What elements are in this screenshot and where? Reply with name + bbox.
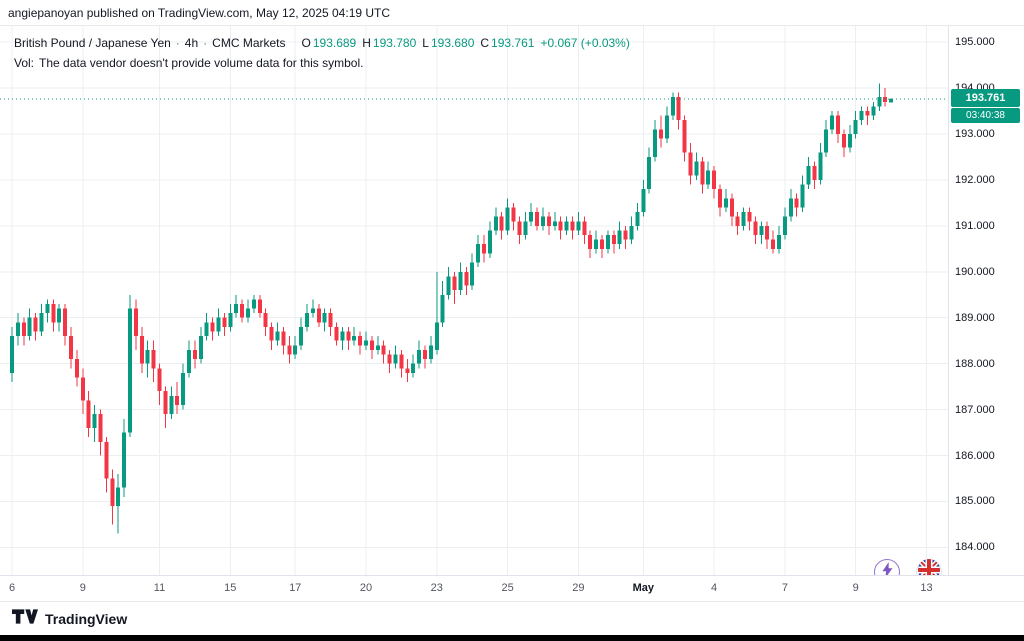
time-label: 25 bbox=[501, 582, 514, 594]
price-label: 188.000 bbox=[955, 357, 995, 370]
time-label: May bbox=[632, 582, 654, 594]
time-label: 9 bbox=[852, 582, 859, 594]
attribution-text: angiepanoyan published on TradingView.co… bbox=[8, 5, 391, 20]
time-label: 11 bbox=[153, 582, 166, 594]
price-label: 184.000 bbox=[955, 541, 995, 554]
footer-bar: TradingView bbox=[0, 601, 1024, 635]
time-label: 9 bbox=[79, 582, 86, 594]
time-label: 15 bbox=[224, 582, 237, 594]
price-label: 189.000 bbox=[955, 311, 995, 324]
close-value: 193.761 bbox=[491, 36, 535, 50]
plot-pane[interactable]: British Pound / Japanese Yen · 4h · CMC Mark… bbox=[0, 26, 948, 585]
change-value: +0.067 (+0.03%) bbox=[540, 36, 630, 50]
candlestick-plot[interactable] bbox=[0, 26, 948, 575]
volume-error-message: The data vendor doesn't provide volume d… bbox=[39, 56, 364, 70]
time-label: 6 bbox=[8, 582, 16, 594]
high-value: 193.780 bbox=[372, 36, 417, 50]
volume-indicator-label[interactable]: Vol: bbox=[14, 56, 35, 70]
time-label: 20 bbox=[359, 582, 373, 594]
close-label: C bbox=[480, 36, 490, 50]
tradingview-logo-icon[interactable] bbox=[12, 608, 38, 629]
attribution-bar: angiepanoyan published on TradingView.co… bbox=[0, 0, 1024, 26]
chart-area: British Pound / Japanese Yen · 4h · CMC Mark… bbox=[0, 26, 1024, 585]
time-label: 29 bbox=[572, 582, 585, 594]
symbol-title[interactable]: British Pound / Japanese Yen bbox=[14, 36, 171, 50]
time-label: 23 bbox=[430, 582, 443, 594]
time-label: 7 bbox=[781, 582, 788, 594]
price-scale[interactable]: 193.761 03:40:38 195.000194.000193.00019… bbox=[948, 26, 1024, 575]
time-label: 4 bbox=[711, 582, 718, 594]
price-label: 193.000 bbox=[955, 127, 995, 140]
time-label: 13 bbox=[920, 582, 933, 594]
separator-dot: · bbox=[175, 36, 180, 50]
ohlc-readout: O 193.689 H 193.780 L 193.680 C 193.761 +0.067 (… bbox=[296, 36, 630, 50]
open-label: O bbox=[301, 36, 311, 50]
tradingview-brand[interactable]: TradingView bbox=[45, 610, 128, 627]
chart-legend: British Pound / Japanese Yen · 4h · CMC Mark… bbox=[14, 34, 630, 72]
price-label: 186.000 bbox=[955, 449, 995, 462]
price-label: 187.000 bbox=[955, 403, 995, 416]
separator-dot: · bbox=[203, 36, 208, 50]
price-label: 191.000 bbox=[955, 219, 995, 232]
last-price-badge: 193.761 bbox=[951, 89, 1020, 107]
open-value: 193.689 bbox=[312, 36, 357, 50]
price-label: 192.000 bbox=[955, 173, 995, 186]
time-label: 17 bbox=[289, 582, 302, 594]
volume-indicator-row: Vol: The data vendor doesn't provide volu… bbox=[14, 54, 630, 72]
low-label: L bbox=[422, 36, 429, 50]
interval-label[interactable]: 4h bbox=[184, 36, 199, 50]
high-label: H bbox=[362, 36, 371, 50]
low-value: 193.680 bbox=[430, 36, 475, 50]
exchange-label: CMC Markets bbox=[212, 36, 286, 50]
price-label: 185.000 bbox=[955, 495, 995, 508]
bottom-strip bbox=[0, 635, 1024, 641]
lightning-icon bbox=[881, 561, 894, 583]
time-scale[interactable]: 6 9 11 15 17 20 23 25 29 May 4 7 9 13 bbox=[0, 575, 1024, 601]
price-label: 190.000 bbox=[955, 265, 995, 278]
countdown-badge: 03:40:38 bbox=[951, 108, 1020, 123]
price-label: 195.000 bbox=[955, 36, 995, 49]
